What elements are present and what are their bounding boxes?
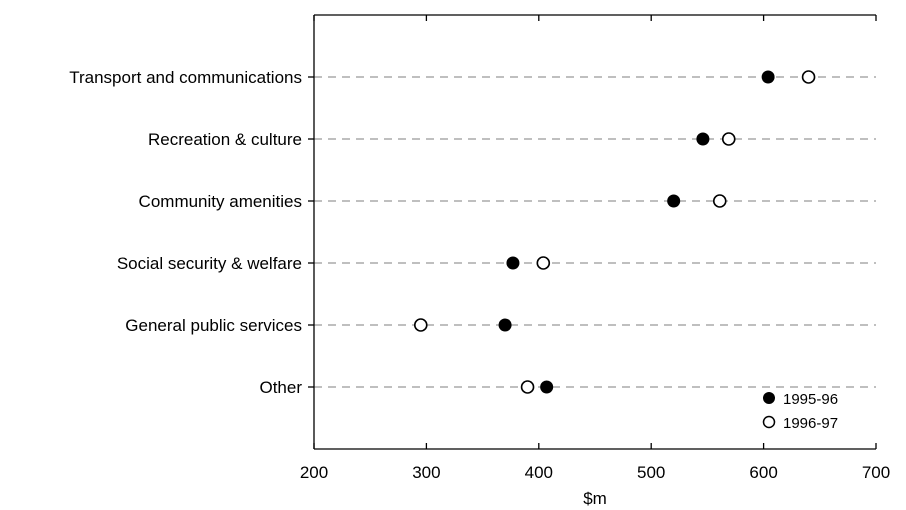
point-1995-96 [761, 70, 775, 84]
legend-label-1996-97: 1996-97 [783, 415, 838, 432]
point-1996-97 [536, 256, 551, 270]
point-1995-96 [667, 194, 681, 208]
legend: 1995-96 1996-97 [762, 391, 838, 432]
point-1995-96 [696, 132, 710, 146]
gridlines [314, 76, 876, 388]
point-1996-97 [520, 380, 535, 394]
category-label: Community amenities [139, 192, 302, 211]
x-axis: $m 200 300 400 500 600 700 [300, 463, 890, 508]
x-tick-label: 300 [412, 463, 440, 482]
point-1996-97 [801, 70, 816, 84]
x-axis-title: $m [583, 489, 607, 508]
category-label: General public services [125, 316, 302, 335]
category-label: Transport and communications [69, 68, 302, 87]
x-tick-label: 400 [525, 463, 553, 482]
point-1996-97 [413, 318, 428, 332]
point-1996-97 [712, 194, 727, 208]
x-tick-label: 500 [637, 463, 665, 482]
legend-marker-1995-96 [763, 392, 775, 404]
category-label: Other [259, 378, 302, 397]
category-label: Recreation & culture [148, 130, 302, 149]
category-label: Social security & welfare [117, 254, 302, 273]
plot-frame [308, 14, 877, 450]
data-points [413, 70, 816, 394]
point-1995-96 [498, 318, 512, 332]
point-1995-96 [540, 380, 554, 394]
point-1996-97 [721, 132, 736, 146]
x-tick-label: 200 [300, 463, 328, 482]
legend-label-1995-96: 1995-96 [783, 391, 838, 408]
category-labels: Transport and communications Recreation &… [69, 68, 302, 397]
legend-marker-1996-97 [762, 415, 776, 429]
x-tick-label: 700 [862, 463, 890, 482]
point-1995-96 [506, 256, 520, 270]
x-tick-label: 600 [749, 463, 777, 482]
